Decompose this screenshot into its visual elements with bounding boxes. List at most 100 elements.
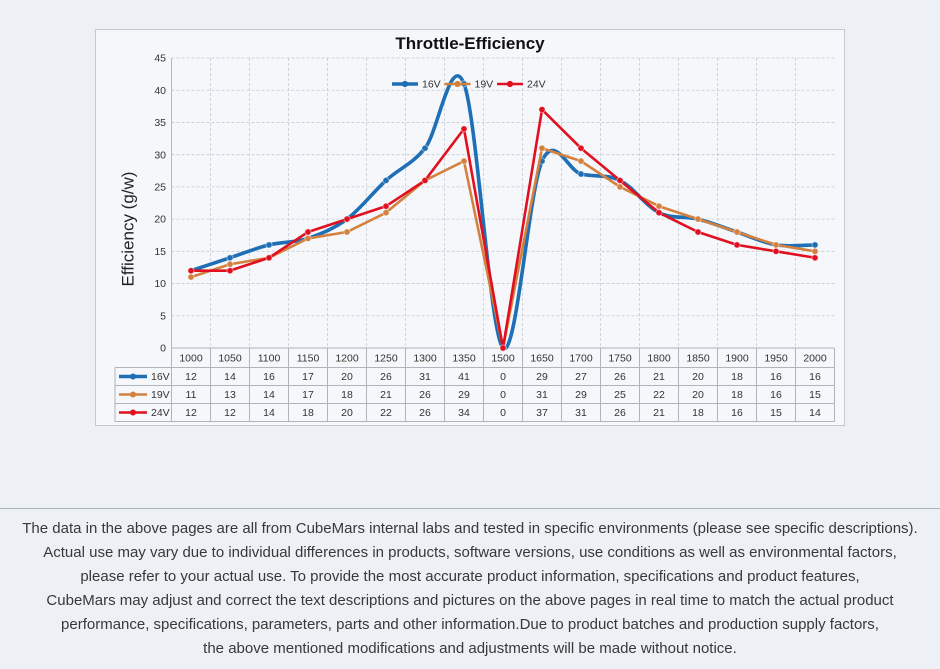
table-cell: 29 [458,389,470,401]
table-cell: 17 [302,389,314,401]
table-cell: 13 [224,389,236,401]
data-point-19v [655,202,663,210]
y-tick-label: 10 [154,278,166,290]
table-cell: 21 [380,389,392,401]
table-cell: 26 [419,407,431,419]
series-line-16v [189,74,817,351]
data-point-19v [772,241,780,249]
table-cell: 12 [185,407,197,419]
table-cell: 41 [458,371,470,383]
table-cell: 18 [692,407,704,419]
data-point-24v [421,176,429,184]
disclaimer-line: the above mentioned modifications and ad… [203,640,737,657]
y-tick-label: 45 [154,53,166,65]
table-cell: 14 [224,371,236,383]
y-tick-label: 0 [160,343,166,355]
data-point-19v [538,144,546,152]
table-cell: 25 [614,389,626,401]
table-cell: 31 [575,407,587,419]
table-cell: 16 [809,371,821,383]
data-point-19v [382,209,390,217]
x-tick-label: 2000 [803,353,827,365]
legend-key-marker [454,80,461,88]
legend-label: 24V [527,79,546,91]
table-legend-key-marker [130,391,136,398]
table-cell: 29 [536,371,548,383]
data-point-19v [577,157,585,165]
x-tick-label: 1350 [452,353,476,365]
y-tick-label: 20 [154,214,166,226]
x-tick-label: 1250 [374,353,398,365]
y-tick-label: 40 [154,85,166,97]
data-point-24v [304,228,312,236]
table-cell: 31 [536,389,548,401]
table-cell: 17 [302,371,314,383]
x-tick-label: 1800 [647,353,671,365]
table-cell: 22 [653,389,665,401]
disclaimer-line: Actual use may vary due to individual di… [43,544,897,561]
table-cell: 14 [809,407,821,419]
legend: 16V 19V 24V [392,79,546,91]
table-cell: 31 [419,371,431,383]
table-cell: 21 [653,371,665,383]
table-cell: 26 [419,389,431,401]
y-tick-label: 15 [154,246,166,258]
table-cell: 12 [185,371,197,383]
chart-title: Throttle-Efficiency [395,34,545,53]
y-tick-label: 25 [154,181,166,193]
y-axis-label: Efficiency (g/w) [119,172,138,287]
table-row-16v: 16V 12 14 16 17 20 26 31 41 0 29 27 26 21 20 18 16 16 [119,371,821,383]
table-cell: 18 [731,389,743,401]
table-cell: 18 [302,407,314,419]
x-tick-label: 1650 [530,353,554,365]
table-cell: 37 [536,407,548,419]
legend-item-16v: 16V [392,79,441,91]
table-cell: 27 [575,371,587,383]
table-cell: 0 [500,371,506,383]
table-cell: 20 [692,389,704,401]
table-legend-key-marker [130,373,136,380]
legend-label: 19V [475,79,494,91]
table-cell: 16 [770,371,782,383]
x-tick-label: 1200 [335,353,359,365]
data-point-19v [343,228,351,236]
disclaimer-line: CubeMars may adjust and correct the text… [46,592,894,609]
table-cell: 34 [458,407,470,419]
table-legend-label: 19V [151,389,170,401]
data-point-16v [382,176,390,184]
x-tick-label: 1700 [569,353,593,365]
table-cell: 0 [500,407,506,419]
legend-key-marker [401,80,409,88]
table-cell: 18 [341,389,353,401]
data-point-24v [772,247,780,255]
data-point-24v [616,176,624,184]
table-cell: 18 [731,371,743,383]
table-cell: 21 [653,407,665,419]
legend-label: 16V [422,79,441,91]
x-tick-label: 1100 [258,353,281,365]
data-point-24v [538,106,546,114]
table-cell: 14 [263,389,275,401]
data-point-19v [187,273,195,281]
legend-item-24v: 24V [497,79,546,91]
x-tick-label: 1150 [297,353,320,365]
throttle-efficiency-chart: Throttle-Efficiency Efficiency (g/w) 0 5 1… [114,34,835,422]
legend-key-marker [506,80,514,88]
table-cell: 0 [500,389,506,401]
data-point-16v [265,241,273,249]
y-tick-label: 5 [160,310,166,322]
data-point-24v [499,344,507,352]
table-legend-key-marker [130,409,136,416]
table-cell: 20 [341,407,353,419]
data-point-19v [811,247,819,255]
data-point-24v [694,228,702,236]
data-point-24v [733,241,741,249]
x-tick-label: 1750 [608,353,632,365]
table-cell: 22 [380,407,392,419]
y-tick-label: 35 [154,117,166,129]
y-axis-ticks: 0 5 10 15 20 25 30 35 40 45 [154,53,166,355]
data-point-19v [226,260,234,268]
disclaimer-line: performance, specifications, parameters,… [61,616,879,633]
table-row-19v: 19V 11 13 14 17 18 21 26 29 0 31 29 25 22 20 18 16 15 [119,389,821,401]
data-point-19v [304,234,312,242]
